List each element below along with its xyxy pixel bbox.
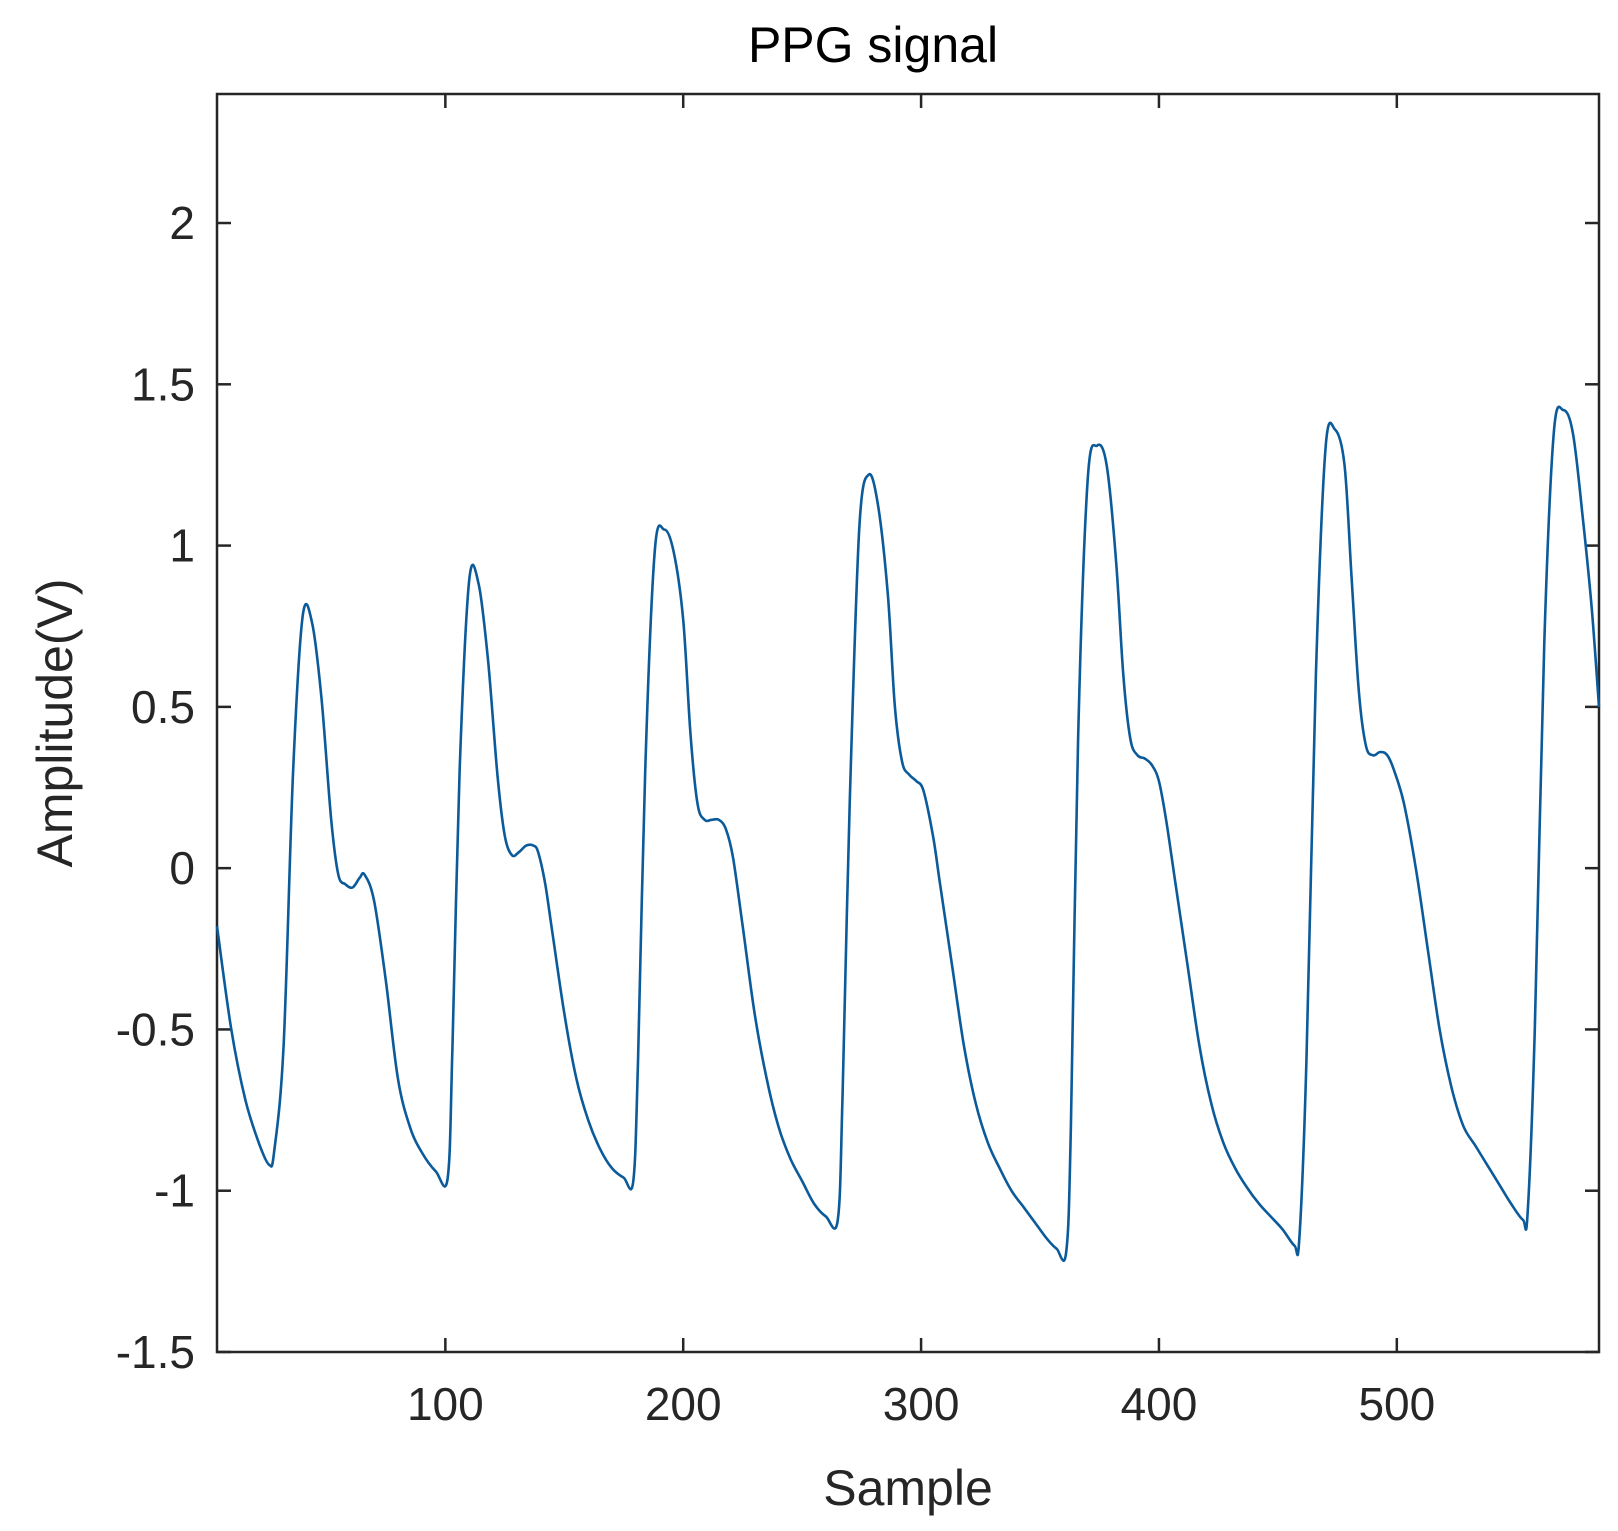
series-layer [215,405,1601,1262]
x-tick-label: 200 [645,1378,722,1430]
y-tick-label: 1 [169,520,195,572]
y-tick-label: 1.5 [131,358,195,410]
y-tick-label: -1.5 [116,1326,195,1378]
y-axis-label: Amplitude(V) [27,579,83,868]
y-tick-label: -0.5 [116,1003,195,1055]
x-tick-label: 400 [1121,1378,1198,1430]
y-tick-label: 2 [169,197,195,249]
ppg-signal-line [215,405,1601,1262]
chart-title: PPG signal [748,17,998,73]
x-axis-label: Sample [823,1460,993,1516]
x-tick-label: 100 [407,1378,484,1430]
plot-frame [215,92,1601,1354]
y-tick-label: 0 [169,842,195,894]
x-tick-label: 300 [883,1378,960,1430]
y-tick-label: 0.5 [131,681,195,733]
x-tick-label: 500 [1358,1378,1435,1430]
x-axis-ticks: 100 200 300 400 500 [407,94,1435,1430]
y-axis-ticks: -1.5 -1 -0.5 0 0.5 1 1.5 2 [116,197,1599,1378]
y-tick-label: -1 [154,1165,195,1217]
